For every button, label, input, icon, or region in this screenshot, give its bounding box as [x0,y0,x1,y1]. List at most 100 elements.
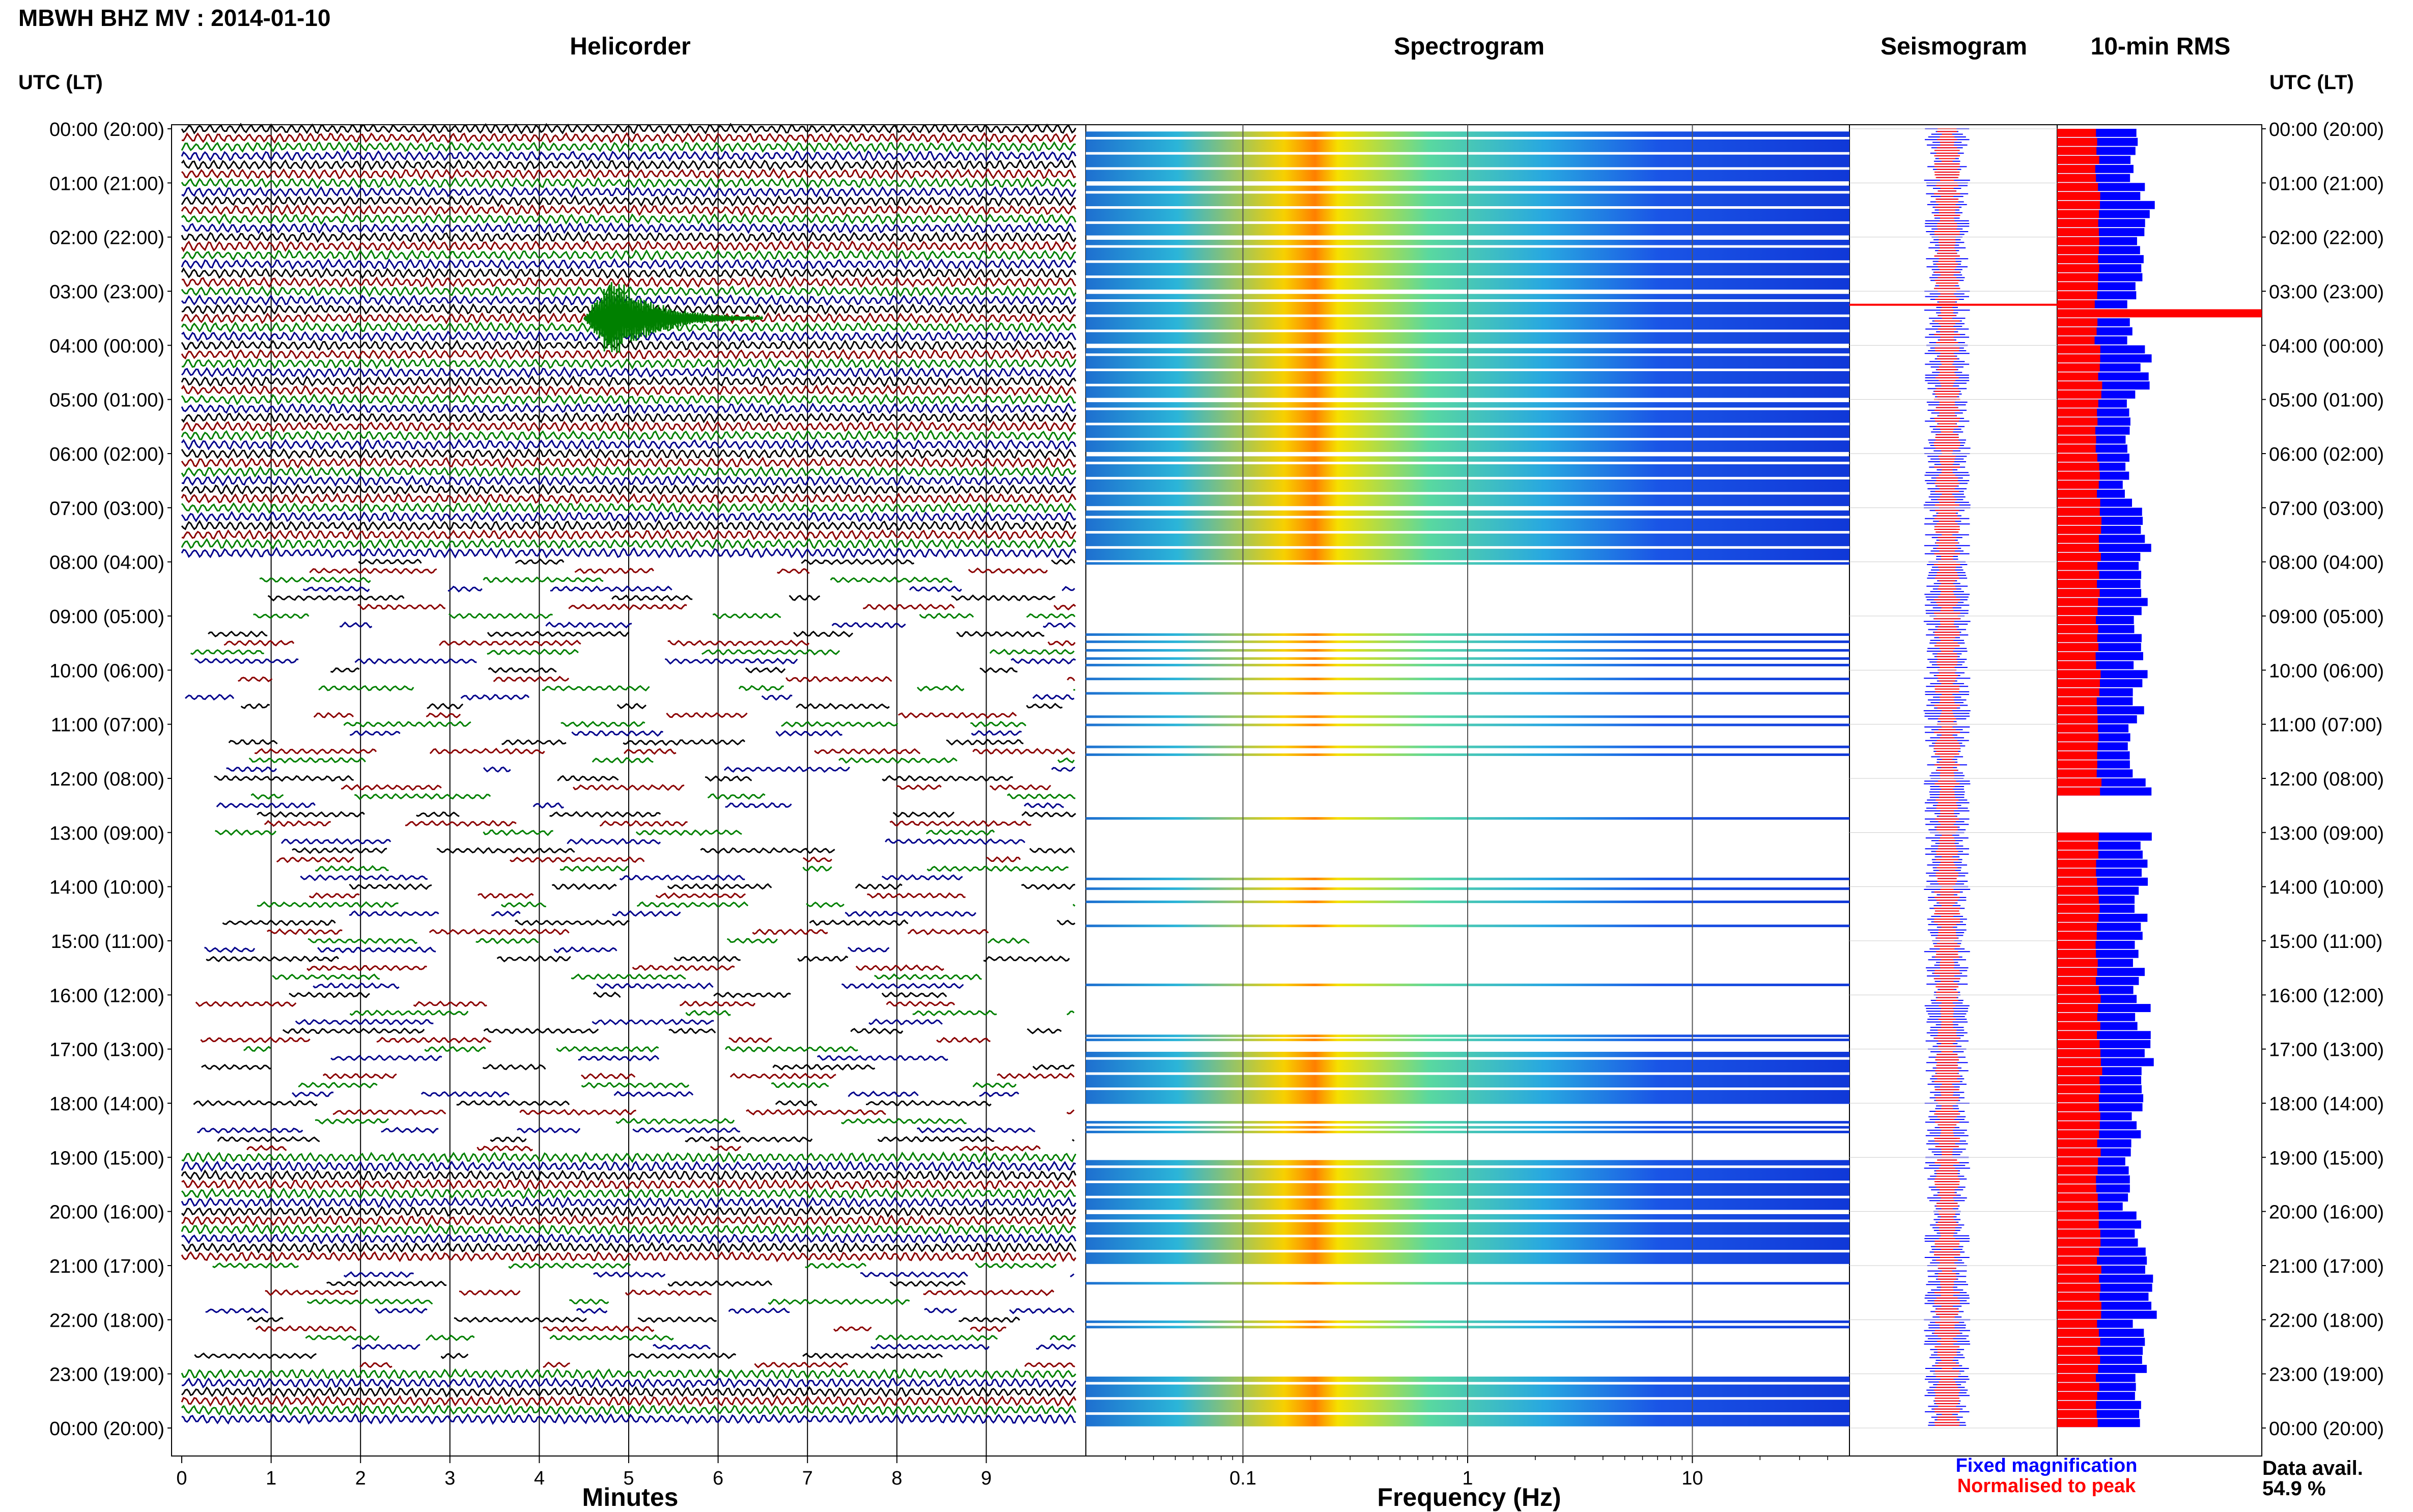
rms-normalised-bar [2057,761,2097,769]
rms-normalised-bar [2057,1347,2097,1355]
helicorder-trace [542,686,650,691]
helicorder-trace [208,632,267,637]
rms-normalised-bar [2057,174,2096,182]
rms-normalised-bar [2057,327,2097,335]
helicorder-trace [333,1110,445,1114]
helicorder-trace [685,1137,812,1142]
left-hour-tick-label: 23:00 (19:00) [49,1364,164,1386]
helicorder-trace [805,1264,866,1268]
helicorder-trace [790,596,820,600]
helicorder-trace [307,966,427,970]
helicorder-x-tick-label: 0 [176,1468,187,1489]
helicorder-trace [1011,659,1076,663]
helicorder-trace [543,1363,570,1367]
helicorder-trace [1050,1336,1075,1340]
rms-peak-bar [2057,309,2262,317]
helicorder-trace [856,965,944,970]
rms-normalised-bar [2057,228,2099,236]
helicorder-trace [616,1119,734,1124]
rms-normalised-bar [2057,1185,2096,1193]
helicorder-trace [834,1327,872,1331]
rms-normalised-bar [2057,778,2101,787]
helicorder-trace [581,1074,635,1079]
rms-normalised-bar [2057,1283,2100,1292]
helicorder-trace [375,1308,427,1312]
helicorder-trace [668,640,809,646]
helicorder-trace [283,1028,424,1033]
helicorder-trace [260,577,371,582]
helicorder-trace [1027,1029,1061,1033]
left-hour-tick-label: 21:00 (17:00) [49,1256,164,1277]
left-hour-tick-label: 18:00 (14:00) [49,1094,164,1115]
rms-normalised-bar [2057,291,2097,299]
helicorder-trace [832,623,906,628]
helicorder-trace [714,993,791,997]
rms-normalised-bar [2057,463,2099,471]
rms-normalised-bar [2057,950,2096,958]
helicorder-trace [449,614,553,619]
helicorder-trace [771,1083,828,1087]
helicorder-trace [257,902,398,907]
rms-normalised-bar [2057,219,2098,227]
helicorder-trace [593,758,653,763]
rms-normalised-bar [2057,192,2100,200]
rms-normalised-bar [2057,436,2096,444]
rms-normalised-bar [2057,986,2099,994]
legend-normalised-to-peak: Normalised to peak [1957,1475,2136,1497]
helicorder-trace [476,939,539,943]
helicorder-trace [289,993,370,997]
left-hour-tick-label: 20:00 (16:00) [49,1202,164,1223]
helicorder-trace [218,1137,320,1142]
helicorder-trace [1024,803,1063,808]
rms-normalised-bar [2057,354,2100,362]
rms-normalised-bar [2057,517,2101,525]
helicorder-trace [494,677,569,681]
right-hour-tick-label: 08:00 (04:00) [2269,552,2384,574]
helicorder-trace [970,1327,1006,1331]
rms-normalised-bar [2057,1031,2097,1039]
rms-normalised-bar [2057,1103,2099,1111]
left-hour-tick-label: 00:00 (20:00) [49,1418,164,1440]
rms-normalised-bar [2057,1040,2100,1048]
helicorder-trace [653,1345,710,1349]
helicorder-trace [612,596,692,600]
left-hour-tick-label: 19:00 (15:00) [49,1147,164,1169]
rms-normalised-bar [2057,643,2098,651]
rms-normalised-bar [2057,742,2098,750]
rms-normalised-bar [2057,318,2097,326]
right-hour-tick-label: 22:00 (18:00) [2269,1310,2384,1331]
helicorder-trace [913,1011,997,1016]
left-hour-tick-label: 01:00 (21:00) [49,173,164,194]
helicorder-trace [890,1281,965,1286]
helicorder-trace [1058,759,1074,763]
rms-normalised-bar [2057,1175,2096,1184]
rms-normalised-bar [2057,941,2096,949]
rms-normalised-bar [2057,210,2099,218]
rms-normalised-bar [2057,427,2095,435]
helicorder-trace [578,1056,659,1060]
helicorder-trace [680,1001,755,1005]
helicorder-trace [217,803,315,808]
helicorder-trace [1048,641,1075,645]
helicorder-trace [515,920,630,925]
left-hour-tick-label: 16:00 (12:00) [49,985,164,1006]
helicorder-trace [358,605,445,609]
helicorder-trace [612,911,681,916]
helicorder-trace [629,1354,736,1358]
helicorder-trace [439,640,580,645]
helicorder-trace [267,929,343,934]
rms-normalised-bar [2057,1248,2099,1256]
rms-normalised-bar [2057,1094,2099,1102]
rms-normalised-bar [2057,1149,2100,1157]
helicorder-trace [1027,614,1075,618]
helicorder-trace [255,749,376,754]
rms-normalised-bar [2057,1401,2096,1409]
rms-normalised-bar [2057,679,2100,687]
helicorder-trace [637,902,748,907]
right-hour-tick-label: 05:00 (01:00) [2269,390,2384,411]
helicorder-trace [882,875,963,880]
helicorder-trace [970,722,1026,726]
right-hour-tick-label: 16:00 (12:00) [2269,985,2384,1006]
helicorder-trace [776,1101,817,1106]
helicorder-trace [484,577,603,582]
